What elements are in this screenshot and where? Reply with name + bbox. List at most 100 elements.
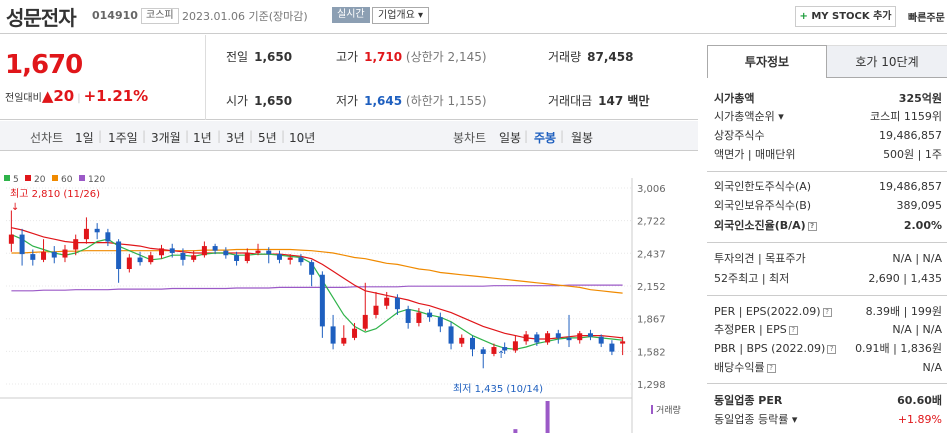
help-icon[interactable]: ? bbox=[822, 307, 832, 317]
candle-daily[interactable]: 일봉 bbox=[499, 131, 522, 145]
y-tick-label: 3,006 bbox=[637, 184, 666, 195]
realtime-button[interactable]: 실시간 bbox=[332, 7, 370, 23]
pbr-value: 0.91배 | 1,836원 bbox=[855, 342, 942, 355]
foreign-hold-value: 389,095 bbox=[896, 199, 943, 212]
opinion-value: N/A | N/A bbox=[892, 252, 942, 265]
line-chart-label: 선차트 bbox=[30, 131, 64, 145]
period-1d[interactable]: 1일 bbox=[75, 131, 94, 145]
chevron-down-icon: ▾ bbox=[418, 10, 424, 21]
prev-close: 전일 1,650 bbox=[226, 48, 292, 65]
opinion-row: 투자의견 | 목표주가 N/A | N/A bbox=[714, 250, 942, 268]
divider bbox=[707, 383, 947, 384]
period-3y[interactable]: 3년 bbox=[226, 131, 245, 145]
candle-body bbox=[394, 297, 400, 310]
industry-rate-row: 동일업종 등락률 ▾ +1.89% bbox=[714, 411, 942, 429]
candle-body bbox=[448, 326, 454, 344]
candle-body bbox=[137, 257, 143, 263]
divider: | bbox=[217, 129, 222, 143]
candle-body bbox=[116, 241, 122, 270]
investment-info-panel: 투자정보 호가 10단계 시가총액 325억원 시가총액순위 ▾ 코스피 1159위… bbox=[707, 45, 947, 433]
candle-body bbox=[276, 254, 282, 260]
industry-per-row: 동일업종 PER 60.60배 bbox=[714, 392, 942, 410]
candle-body bbox=[577, 333, 583, 341]
ma20-line bbox=[11, 227, 623, 340]
candle-body bbox=[587, 333, 593, 337]
quick-order-link[interactable]: 빠른주문 bbox=[908, 13, 945, 24]
market-cap-value: 325억원 bbox=[898, 92, 942, 105]
y-tick-label: 1,867 bbox=[637, 315, 666, 326]
legend-label-5: 5 bbox=[13, 175, 19, 185]
market-cap-row: 시가총액 325억원 bbox=[714, 90, 942, 108]
volume: 거래량 87,458 bbox=[548, 48, 633, 65]
period-1w[interactable]: 1주일 bbox=[108, 131, 138, 145]
tab-investment-info[interactable]: 투자정보 bbox=[707, 45, 827, 78]
high-label: 고가 bbox=[336, 50, 359, 64]
company-overview-dropdown[interactable]: 기업개요 ▾ bbox=[372, 7, 430, 24]
change-percent: +1.21% bbox=[83, 87, 149, 105]
candle-body bbox=[30, 254, 36, 260]
open-label: 시가 bbox=[226, 94, 249, 108]
candle-body bbox=[373, 305, 379, 315]
candle-body bbox=[126, 257, 132, 270]
candle-body bbox=[491, 347, 497, 354]
divider: | bbox=[249, 129, 254, 143]
low-label: 저가 bbox=[336, 94, 359, 108]
divider: | bbox=[98, 129, 103, 143]
candle-body bbox=[83, 228, 89, 240]
divider: | bbox=[142, 129, 147, 143]
help-icon[interactable]: ? bbox=[766, 363, 776, 373]
candle-body bbox=[201, 246, 207, 256]
stock-name: 성문전자 bbox=[6, 6, 77, 30]
divider: | bbox=[560, 129, 565, 143]
up-arrow-icon: ↑ bbox=[497, 350, 505, 361]
opinion-label: 투자의견 | 목표주가 bbox=[714, 252, 806, 265]
company-overview-label: 기업개요 bbox=[378, 10, 415, 21]
candle-body bbox=[384, 297, 390, 306]
candle-monthly[interactable]: 월봉 bbox=[571, 131, 594, 145]
divider bbox=[707, 242, 947, 243]
divider: | bbox=[281, 129, 286, 143]
prev-close-value: 1,650 bbox=[254, 50, 293, 64]
add-mystock-button[interactable]: + MY STOCK 추가 bbox=[795, 6, 896, 27]
industry-per-value: 60.60배 bbox=[897, 394, 942, 407]
candle-body bbox=[105, 232, 111, 242]
industry-rate-value: +1.89% bbox=[897, 413, 942, 426]
price-change: 전일대비▲20 | +1.21% bbox=[5, 87, 148, 105]
volume-label: 거래량 bbox=[656, 404, 681, 416]
stock-header: 성문전자 014910 코스피 2023.01.06 기준(장마감) 실시간 기… bbox=[0, 0, 947, 34]
candle-body bbox=[244, 252, 250, 261]
candle-body bbox=[298, 257, 304, 263]
period-10y[interactable]: 10년 bbox=[289, 131, 316, 145]
legend-swatch-60 bbox=[52, 175, 58, 181]
market-cap-label: 시가총액 bbox=[714, 92, 755, 105]
candle-body bbox=[234, 255, 240, 261]
trade-amount: 거래대금 147 백만 bbox=[548, 92, 649, 109]
foreign-limit-label: 외국인한도주식수(A) bbox=[714, 180, 812, 193]
help-icon[interactable]: ? bbox=[827, 344, 837, 354]
period-5y[interactable]: 5년 bbox=[258, 131, 277, 145]
candle-body bbox=[534, 334, 540, 343]
volume-label: 거래량 bbox=[548, 50, 582, 64]
w52-label: 52주최고 | 최저 bbox=[714, 272, 790, 285]
shares-row: 상장주식수 19,486,857 bbox=[714, 127, 942, 145]
high-value: 1,710 bbox=[364, 50, 403, 64]
volume-legend-swatch bbox=[651, 405, 653, 414]
candle-body bbox=[362, 314, 368, 329]
period-3m[interactable]: 3개월 bbox=[151, 131, 181, 145]
candle-body bbox=[459, 337, 465, 344]
help-icon[interactable]: ? bbox=[788, 325, 798, 335]
plus-icon: + bbox=[799, 11, 808, 22]
candle-body bbox=[620, 341, 626, 344]
chevron-down-icon: ▾ bbox=[778, 110, 784, 123]
period-1y[interactable]: 1년 bbox=[193, 131, 212, 145]
candle-weekly[interactable]: 주봉 bbox=[534, 131, 557, 145]
divider: | bbox=[77, 93, 81, 104]
per-label: PER | EPS(2022.09)? bbox=[714, 303, 832, 321]
current-price: 1,670 bbox=[5, 50, 83, 80]
candle-body bbox=[523, 334, 529, 342]
candle-body bbox=[287, 257, 293, 260]
help-icon[interactable]: ? bbox=[807, 221, 817, 231]
tab-orderbook-10[interactable]: 호가 10단계 bbox=[827, 45, 947, 78]
prev-close-label: 전일 bbox=[226, 50, 249, 64]
open-price: 시가 1,650 bbox=[226, 92, 292, 109]
